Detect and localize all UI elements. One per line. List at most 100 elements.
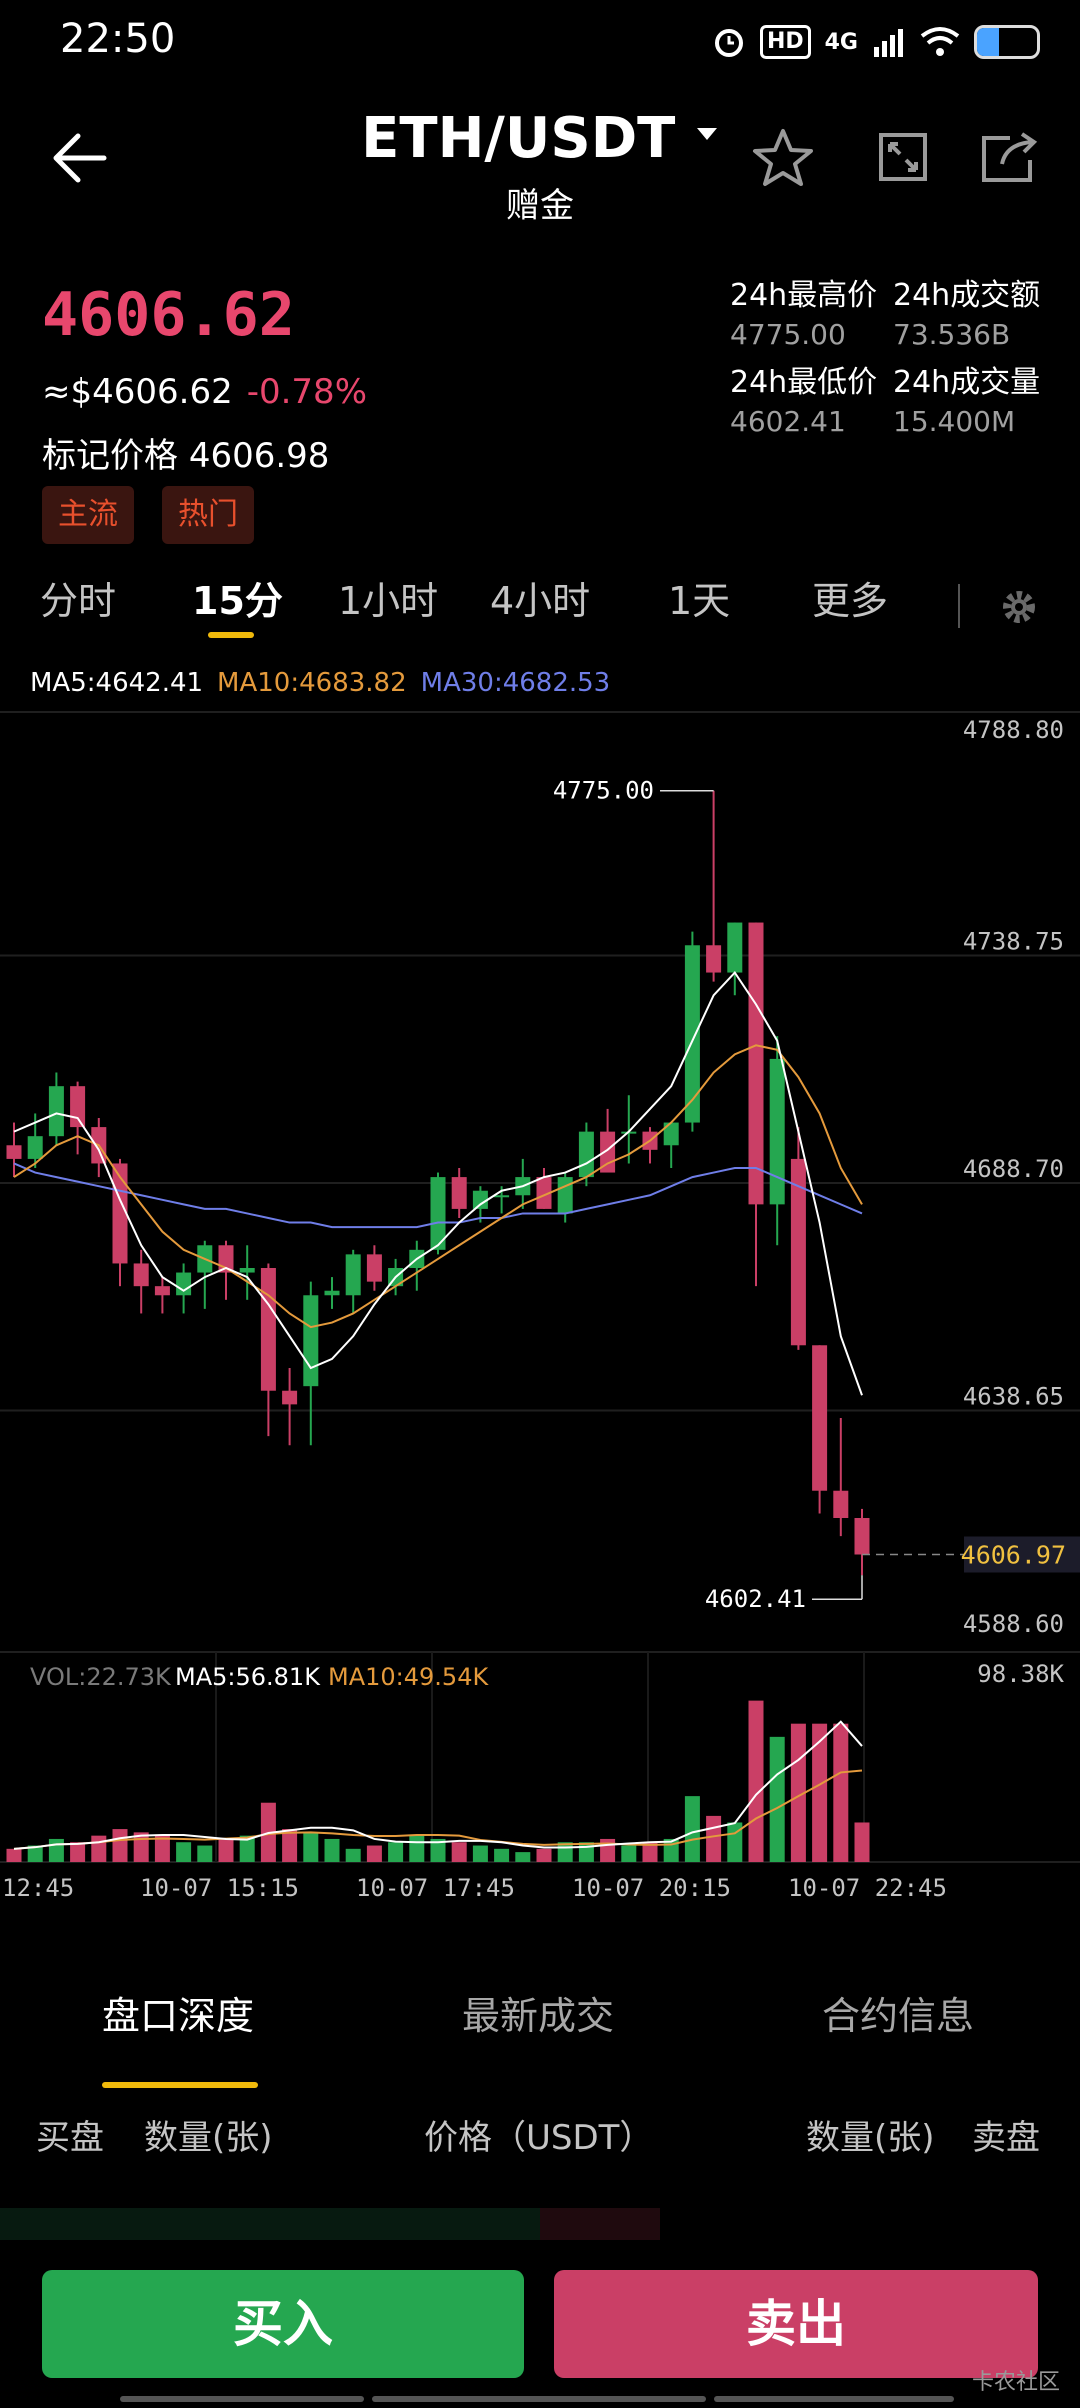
share-icon[interactable] [980, 130, 1040, 184]
kline-chart[interactable]: 4788.80 4738.75 4688.70 4638.65 4588.60 4775… [0, 700, 1080, 1900]
time-axis-label: 10-07 15:15 [140, 1874, 299, 1900]
network-icon: 4G [824, 29, 858, 55]
volume-bar [494, 1848, 510, 1862]
candle-body [684, 945, 700, 1123]
vol-ma10-label: MA10:49.54K [328, 1663, 489, 1691]
tab-latest-trades[interactable]: 最新成交 [462, 1994, 615, 2038]
candle-body [239, 1268, 255, 1273]
pair-subtitle: 赠金 [506, 186, 574, 226]
low-value: 4602.41 [730, 405, 846, 438]
col-sell: 卖盘 [972, 2118, 1040, 2158]
candle-body [748, 922, 764, 1205]
sell-button[interactable]: 卖出 [554, 2270, 1038, 2378]
nav-bar-segment [372, 2396, 706, 2402]
stats-col-1: 24h最高价 4775.00 24h最低价 4602.41 [730, 270, 877, 438]
candle-body [176, 1272, 192, 1296]
high-label: 24h最高价 [730, 278, 878, 313]
status-icons: HD 4G [712, 20, 1040, 64]
gear-icon[interactable] [1000, 588, 1038, 626]
back-arrow-icon[interactable] [48, 130, 108, 186]
time-axis-label: 12:45 [2, 1874, 74, 1900]
volume-value: 15.400M [893, 405, 1016, 438]
candle-body [812, 1345, 828, 1491]
col-qty-right: 数量(张) [806, 2118, 935, 2158]
battery-icon [974, 25, 1040, 59]
tab-timeline[interactable]: 分时 [40, 579, 117, 623]
candle-body [854, 1518, 870, 1555]
ma30-label: MA30:4682.53 [420, 668, 611, 698]
volume-bar [409, 1835, 425, 1862]
candle-body [303, 1295, 319, 1387]
pair-title[interactable]: ETH/USDT [361, 106, 676, 171]
usd-price: ≈$4606.62 [42, 372, 233, 412]
col-price: 价格（USDT） [424, 2118, 654, 2158]
candle-body [578, 1131, 594, 1178]
volume-bar [218, 1838, 234, 1862]
candle-body [324, 1290, 340, 1296]
volume-bar [472, 1845, 488, 1862]
alarm-icon [714, 29, 743, 57]
mark-price-label: 标记价格 [42, 436, 178, 476]
tab-1h[interactable]: 1小时 [338, 579, 439, 623]
tab-order-depth[interactable]: 盘口深度 [102, 1994, 255, 2038]
turnover-label: 24h成交额 [893, 278, 1041, 313]
buy-button[interactable]: 买入 [42, 2270, 524, 2378]
volume-bar [748, 1700, 764, 1862]
candle-body [790, 1158, 806, 1346]
star-icon[interactable] [750, 126, 816, 192]
tab-contract-info[interactable]: 合约信息 [822, 1994, 975, 2038]
price-axis-label: 4638.65 [963, 1383, 1064, 1411]
dropdown-caret-icon[interactable] [695, 124, 719, 144]
volume-bar [833, 1723, 849, 1862]
volume-bar [515, 1852, 531, 1862]
stats-col-2: 24h成交额 73.536B 24h成交量 15.400M [893, 270, 1040, 438]
candle-body [133, 1263, 149, 1287]
ma30-line [13, 1162, 863, 1229]
candle-body [154, 1286, 170, 1296]
candle-body [48, 1086, 64, 1137]
candle-body [70, 1086, 86, 1128]
volume-ma-lines [13, 1720, 863, 1850]
tag-mainstream[interactable]: 主流 [42, 486, 134, 544]
candle-body [366, 1254, 382, 1282]
tab-1d[interactable]: 1天 [668, 579, 731, 623]
tag-hot[interactable]: 热门 [162, 486, 254, 544]
time-axis-label: 10-07 20:15 [572, 1874, 731, 1900]
candle-body [27, 1136, 43, 1159]
tab-more[interactable]: 更多 [812, 579, 889, 623]
hd-icon: HD [759, 25, 811, 59]
nav-bar-segment [120, 2396, 364, 2402]
candle-body [557, 1177, 573, 1214]
current-price-tag: 4606.97 [961, 1541, 1066, 1570]
depth-bar-buy [0, 2208, 540, 2240]
candle-body [536, 1177, 552, 1209]
volume-bar [345, 1848, 361, 1862]
signal-icon [874, 29, 903, 57]
volume-bar [642, 1842, 658, 1862]
candle-body [345, 1254, 361, 1296]
nav-bar-segment [714, 2396, 954, 2402]
wifi-icon [920, 27, 960, 56]
time-axis-label: 10-07 17:45 [356, 1874, 515, 1900]
price-axis-label: 4588.60 [963, 1610, 1064, 1638]
volume-bar [197, 1845, 213, 1862]
col-qty-left: 数量(张) [144, 2118, 273, 2158]
ma10-label: MA10:4683.82 [217, 668, 407, 698]
price-axis-label: 4688.70 [963, 1155, 1064, 1183]
tab-4h[interactable]: 4小时 [490, 579, 591, 623]
low-marker-label: 4602.41 [705, 1585, 806, 1613]
ma-lines [13, 970, 863, 1396]
volume-bar [854, 1822, 870, 1862]
volume-bar [706, 1815, 722, 1862]
candle-body [451, 1177, 467, 1209]
turnover-value: 73.536B [893, 318, 1011, 351]
candles [6, 790, 870, 1576]
fullscreen-icon[interactable] [878, 132, 928, 182]
pair-selector[interactable]: ETH/USDT [0, 106, 1080, 171]
ma10-line [13, 1044, 863, 1329]
candle-body [430, 1177, 446, 1250]
volume-bar [239, 1835, 255, 1862]
volume-bar [70, 1842, 86, 1862]
tab-15m[interactable]: 15分 [192, 579, 283, 623]
status-time: 22:50 [60, 16, 176, 62]
